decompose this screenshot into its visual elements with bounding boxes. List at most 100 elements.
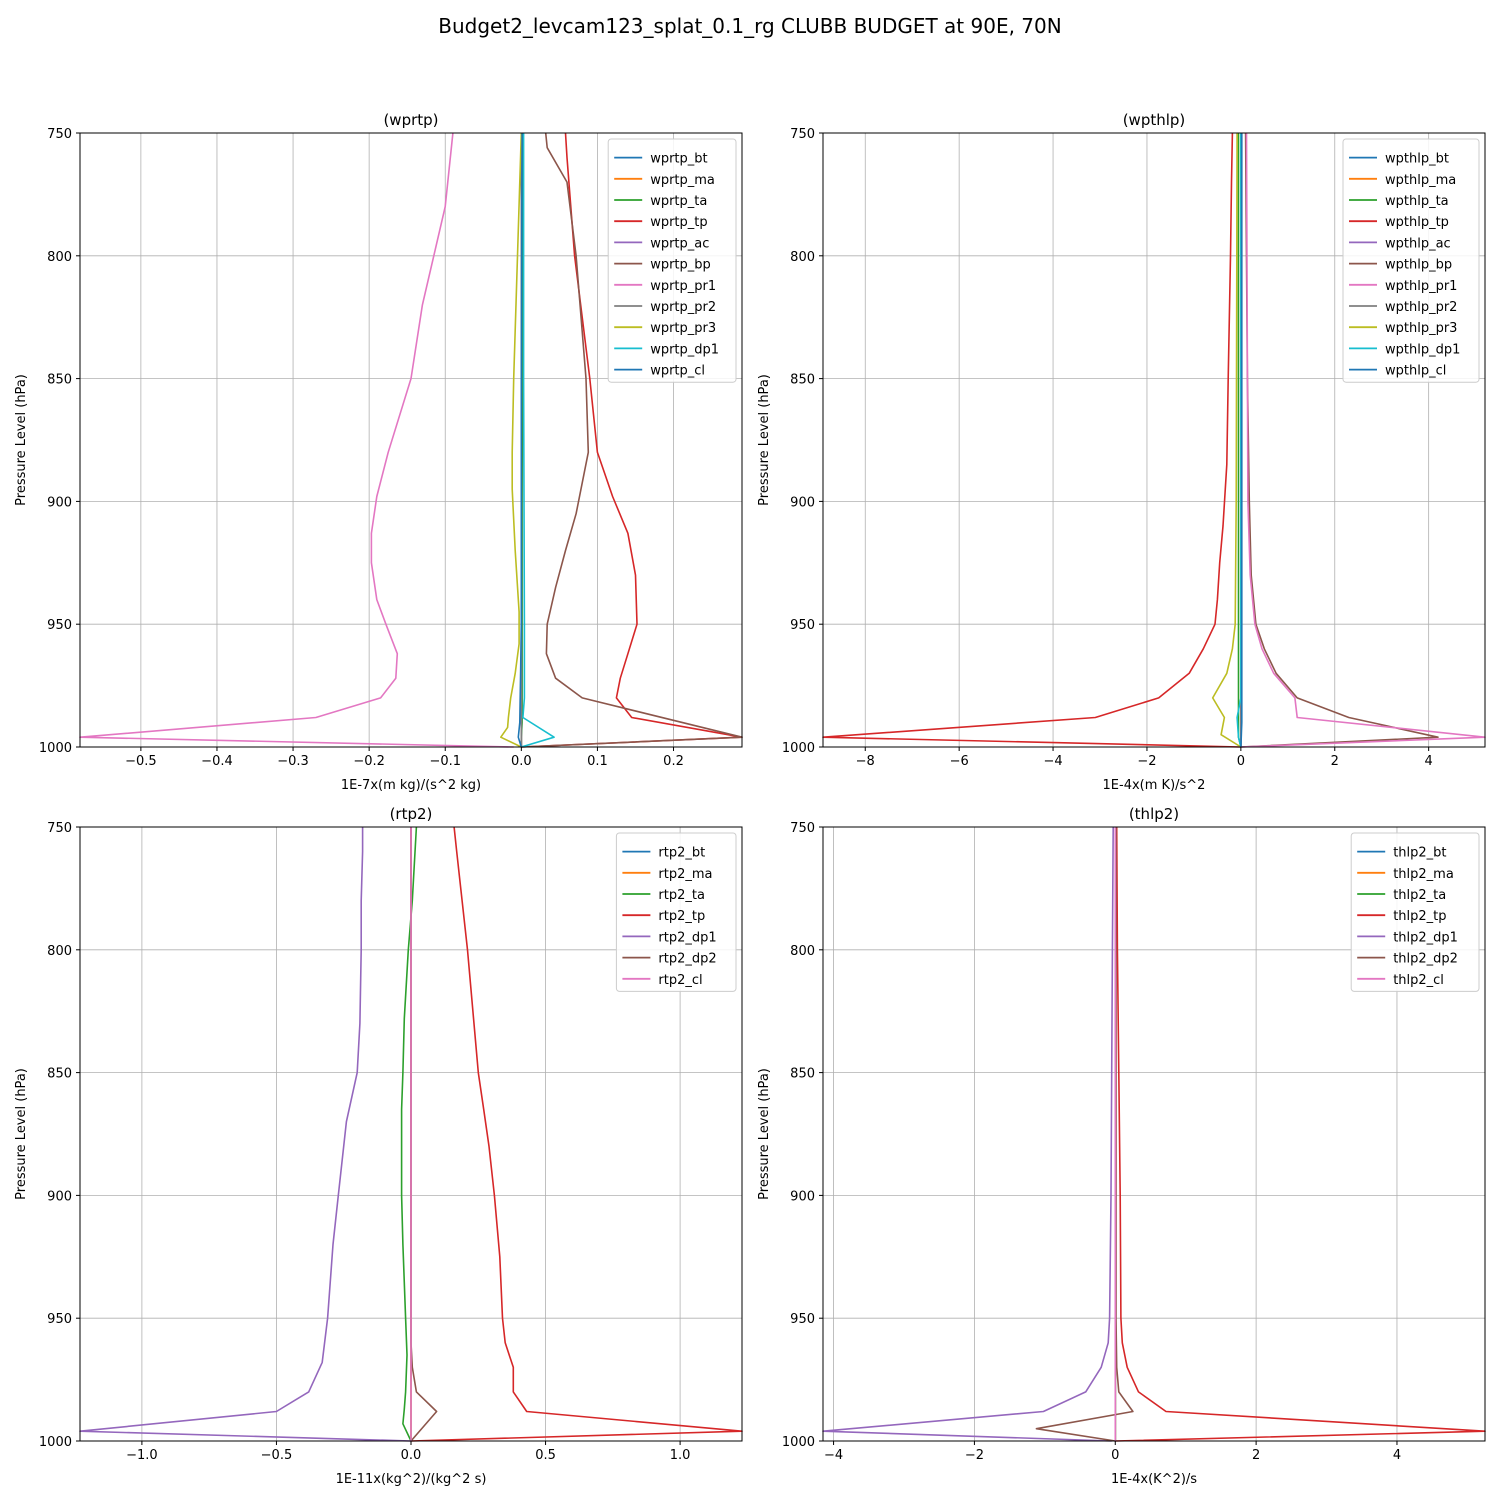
series-line-wpthlp-tp — [822, 132, 1241, 748]
series-line-wpthlp-pr1 — [1240, 132, 1486, 748]
legend-label-wpthlp-bp: wpthlp_bp — [1385, 258, 1452, 273]
x-tick-label: −0.5 — [261, 1448, 293, 1463]
x-tick-label: 0 — [1111, 1448, 1119, 1463]
legend-label-rtp2-ta: rtp2_ta — [658, 888, 705, 903]
chart-title: (rtp2) — [390, 805, 433, 823]
y-tick-label: 1000 — [39, 1435, 72, 1450]
legend-label-thlp2-dp2: thlp2_dp2 — [1393, 952, 1458, 967]
series-line-rtp2-ta — [400, 826, 418, 1442]
y-tick-label: 800 — [47, 944, 72, 959]
legend-label-thlp2-bt: thlp2_bt — [1393, 846, 1446, 861]
chart-title: (wpthlp) — [1123, 111, 1186, 129]
legend-label-wpthlp-dp1: wpthlp_dp1 — [1385, 342, 1460, 357]
y-tick-label: 800 — [790, 250, 815, 265]
y-axis-label: Pressure Level (hPa) — [14, 374, 29, 506]
legend-label-wprtp-ta: wprtp_ta — [650, 194, 707, 209]
chart-panel-rtp2: −1.0 −0.5 0.0 0.5 1.0 750 800 850 900 950 1000 (rtp… — [14, 805, 743, 1487]
series-line-thlp2-dp2 — [1035, 827, 1134, 1442]
legend-label-wprtp-pr2: wprtp_pr2 — [650, 300, 716, 315]
y-axis-label: Pressure Level (hPa) — [757, 1068, 772, 1200]
y-tick-label: 1000 — [39, 741, 72, 756]
plot-frame — [79, 132, 743, 748]
x-tick-label: −2 — [1137, 754, 1156, 769]
legend-label-thlp2-ta: thlp2_ta — [1393, 888, 1446, 903]
series-line-wprtp-cl — [517, 132, 523, 748]
y-tick-label: 900 — [47, 1189, 72, 1204]
x-tick-label: 0.5 — [535, 1448, 556, 1463]
legend-label-wpthlp-tp: wpthlp_tp — [1385, 215, 1449, 230]
legend: thlp2_bt thlp2_ma thlp2_ta thlp2_tp thlp2_dp… — [1350, 832, 1480, 992]
legend-label-thlp2-dp1: thlp2_dp1 — [1393, 930, 1458, 945]
y-tick-label: 850 — [47, 1067, 72, 1082]
y-tick-label: 800 — [790, 944, 815, 959]
y-tick-label: 900 — [790, 495, 815, 510]
legend: wprtp_bt wprtp_ma wprtp_ta wprtp_tp wprtp_ac… — [607, 138, 737, 383]
series-line-wprtp-bp — [521, 132, 743, 748]
y-tick-label: 1000 — [782, 741, 815, 756]
x-tick-label: −0.5 — [125, 754, 157, 769]
x-tick-label: −8 — [856, 754, 875, 769]
x-tick-label: 4 — [1393, 1448, 1401, 1463]
legend-label-rtp2-dp2: rtp2_dp2 — [658, 952, 716, 967]
x-tick-label: 1.0 — [670, 1448, 691, 1463]
legend-label-wprtp-pr3: wprtp_pr3 — [650, 321, 716, 336]
legend-label-rtp2-dp1: rtp2_dp1 — [658, 930, 716, 945]
x-tick-label: −0.2 — [353, 754, 385, 769]
series-line-rtp2-dp1 — [79, 827, 412, 1442]
y-tick-label: 750 — [47, 127, 72, 142]
chart-panel-wpthlp: −8 −6 −4 −2 0 2 4 750 800 850 900 950 1000 (wpthlp) 1E… — [757, 111, 1486, 793]
plot-frame — [822, 826, 1486, 1442]
legend-label-wprtp-pr1: wprtp_pr1 — [650, 279, 716, 294]
x-tick-label: 2 — [1252, 1448, 1260, 1463]
x-tick-label: 0 — [1237, 754, 1245, 769]
y-tick-label: 750 — [790, 821, 815, 836]
x-axis-label: 1E-4x(K^2)/s — [1111, 1472, 1197, 1487]
y-tick-label: 950 — [790, 618, 815, 633]
y-tick-label: 950 — [47, 618, 72, 633]
chart-title: (thlp2) — [1129, 805, 1179, 823]
legend-label-wpthlp-pr3: wpthlp_pr3 — [1385, 321, 1457, 336]
y-tick-label: 950 — [790, 1312, 815, 1327]
legend-label-wprtp-cl: wprtp_cl — [650, 364, 705, 379]
chart-panel-wprtp: −0.5 −0.4 −0.3 −0.2 −0.1 0.0 0.1 0.2 750 800 850 90… — [14, 111, 743, 793]
y-tick-label: 800 — [47, 250, 72, 265]
legend-label-wpthlp-ma: wpthlp_ma — [1385, 173, 1456, 188]
series-line-wpthlp-pr3 — [1211, 132, 1242, 748]
legend-label-wprtp-dp1: wprtp_dp1 — [650, 342, 719, 357]
x-axis-label: 1E-4x(m K)/s^2 — [1103, 778, 1206, 793]
legend-label-thlp2-ma: thlp2_ma — [1393, 867, 1454, 882]
legend: rtp2_bt rtp2_ma rtp2_ta rtp2_tp rtp2_dp1 rtp2… — [615, 832, 737, 992]
figure-title: Budget2_levcam123_splat_0.1_rg CLUBB BUD… — [438, 14, 1062, 38]
x-tick-label: 2 — [1331, 754, 1339, 769]
x-tick-label: −1.0 — [126, 1448, 158, 1463]
x-tick-label: −4 — [824, 1448, 843, 1463]
y-tick-label: 850 — [790, 373, 815, 388]
y-tick-label: 850 — [790, 1067, 815, 1082]
y-tick-label: 750 — [790, 127, 815, 142]
y-tick-label: 750 — [47, 821, 72, 836]
series-line-wpthlp-dp1 — [1236, 133, 1242, 748]
x-tick-label: −0.4 — [201, 754, 233, 769]
legend-label-rtp2-bt: rtp2_bt — [658, 846, 705, 861]
legend-label-rtp2-tp: rtp2_tp — [658, 909, 705, 924]
legend-label-wpthlp-bt: wpthlp_bt — [1385, 152, 1449, 167]
x-tick-label: 0.0 — [401, 1448, 422, 1463]
x-tick-label: 0.0 — [511, 754, 532, 769]
series-line-wpthlp-cl — [1240, 133, 1243, 748]
legend-label-wprtp-bp: wprtp_bp — [650, 258, 711, 273]
legend-label-wprtp-bt: wprtp_bt — [650, 152, 707, 167]
x-axis-label: 1E-11x(kg^2)/(kg^2 s) — [336, 1472, 487, 1487]
legend-label-rtp2-cl: rtp2_cl — [658, 973, 702, 988]
legend-label-thlp2-tp: thlp2_tp — [1393, 909, 1446, 924]
plot-frame — [822, 132, 1486, 748]
x-tick-label: −0.1 — [429, 754, 461, 769]
legend-label-wprtp-ac: wprtp_ac — [650, 236, 709, 251]
series-line-wpthlp-bp — [1240, 132, 1439, 748]
series-line-rtp2-tp — [410, 826, 743, 1442]
legend-label-wprtp-ma: wprtp_ma — [650, 173, 715, 188]
y-tick-label: 950 — [47, 1312, 72, 1327]
x-tick-label: −0.3 — [277, 754, 309, 769]
y-axis-label: Pressure Level (hPa) — [14, 1068, 29, 1200]
x-tick-label: −6 — [950, 754, 969, 769]
legend-label-wpthlp-pr2: wpthlp_pr2 — [1385, 300, 1457, 315]
